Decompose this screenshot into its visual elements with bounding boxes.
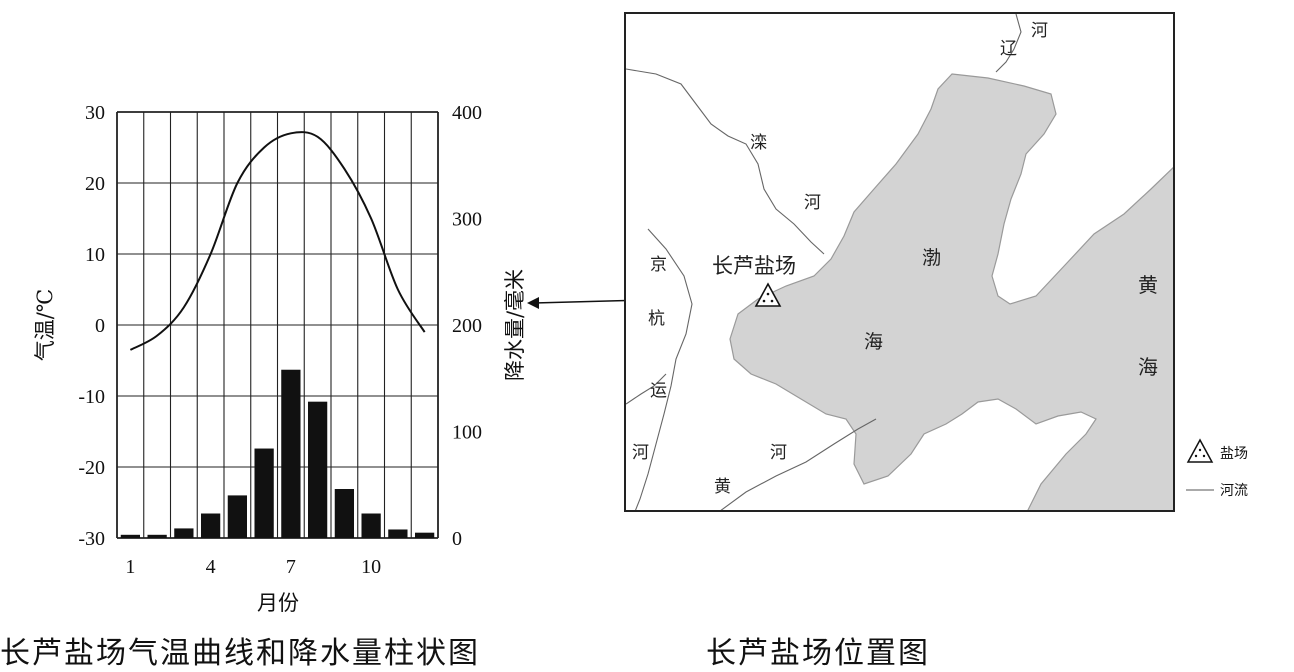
x-tick: 7: [286, 556, 296, 578]
yellow-river: [720, 418, 877, 510]
precipitation-bar: [120, 534, 141, 538]
precipitation-bar: [281, 369, 301, 538]
y-left-tick: -20: [78, 457, 105, 479]
map-label-salt-field: 长芦盐场: [712, 254, 796, 278]
precipitation-bar: [361, 513, 381, 538]
legend-salt-label: 盐场: [1220, 446, 1248, 462]
y-left-label: 气温/℃: [33, 289, 57, 362]
temperature-curve: [129, 131, 426, 351]
precipitation-bar: [307, 401, 328, 538]
precipitation-bar: [388, 529, 408, 538]
chart-grid: [116, 111, 439, 539]
map-label-luan-he: 河: [804, 193, 821, 213]
legend-river-label: 河流: [1220, 483, 1248, 499]
map-label-canal-he: 河: [632, 443, 649, 463]
grand-canal: [635, 228, 693, 510]
y-left-tick: -10: [78, 386, 105, 408]
precipitation-bar: [227, 495, 248, 538]
map-caption: 长芦盐场位置图: [706, 636, 930, 671]
y-right-label: 降水量/毫米: [503, 269, 527, 381]
y-left-tick: -30: [78, 528, 105, 550]
precipitation-bars: [120, 369, 435, 538]
y-right-tick: 100: [452, 422, 482, 444]
precipitation-bar: [414, 532, 435, 538]
map-label-yun: 运: [650, 381, 667, 401]
map-label-yellow-he: 河: [770, 443, 787, 463]
location-map: 辽 河 滦 河 京 杭 运 河 渤 海 河 黄 黄 海 长芦盐场: [624, 12, 1175, 512]
x-tick: 1: [125, 556, 135, 578]
precipitation-bar: [174, 528, 194, 538]
y-right-tick: 0: [452, 528, 462, 550]
y-left-tick: 0: [95, 315, 105, 337]
map-label-huanghai-huang: 黄: [1138, 273, 1158, 297]
legend-salt-icon: [1186, 438, 1214, 463]
y-right-tick: 400: [452, 102, 482, 124]
map-label-bo: 渤: [922, 247, 941, 269]
y-right-tick: 200: [452, 315, 482, 337]
salt-field-marker-icon: [754, 282, 782, 307]
map-label-huanghai-hai: 海: [1138, 355, 1158, 379]
map-label-liao: 辽: [1000, 39, 1017, 59]
y-left-tick: 30: [85, 102, 105, 124]
map-label-hang: 杭: [648, 309, 665, 329]
sea-area: [729, 73, 1173, 510]
map-label-bohai-hai: 海: [864, 331, 883, 353]
precipitation-bar: [254, 448, 274, 538]
map-label-luan: 滦: [750, 133, 767, 153]
x-tick: 4: [206, 556, 216, 578]
y-right-tick: 300: [452, 209, 482, 231]
x-axis-label: 月份: [257, 591, 299, 615]
map-legend: 盐场 河流: [1186, 438, 1248, 499]
map-label-liao-he: 河: [1031, 21, 1048, 41]
precipitation-bar: [334, 489, 355, 538]
map-label-jing: 京: [650, 255, 667, 275]
rivers: [626, 14, 1022, 510]
liao-river: [995, 14, 1022, 73]
y-left-tick: 20: [85, 173, 105, 195]
chart-caption: 长芦盐场气温曲线和降水量柱状图: [0, 636, 480, 671]
precipitation-bar: [147, 534, 167, 538]
y-left-tick: 10: [85, 244, 105, 266]
luan-river: [626, 68, 825, 255]
small-river-west: [626, 373, 667, 405]
map-label-yellow: 黄: [714, 477, 731, 497]
locator-arrowhead: [527, 297, 539, 309]
precipitation-bar: [200, 513, 221, 538]
x-tick: 10: [361, 556, 381, 578]
